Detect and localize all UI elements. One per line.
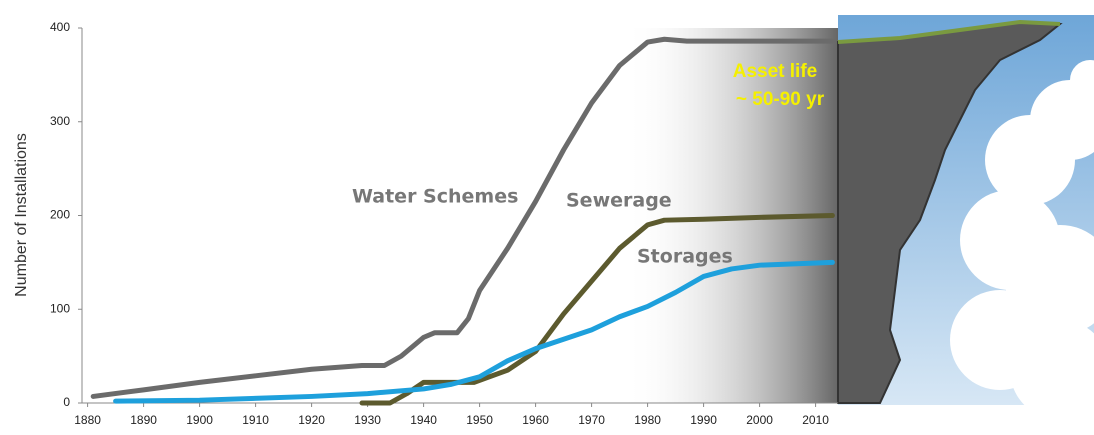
- y-tick-label: 400: [50, 20, 70, 34]
- x-tick-label: 1880: [74, 413, 101, 427]
- x-tick-label: 1920: [298, 413, 325, 427]
- annotation: Asset life: [733, 61, 817, 82]
- series-label: Water Schemes: [352, 186, 518, 208]
- x-tick-label: 1980: [634, 413, 661, 427]
- x-tick-label: 1910: [242, 413, 269, 427]
- x-tick-label: 1960: [522, 413, 549, 427]
- x-tick-label: 1900: [186, 413, 213, 427]
- x-tick-label: 1970: [578, 413, 605, 427]
- x-tick-label: 1930: [354, 413, 381, 427]
- y-tick-label: 200: [50, 208, 70, 222]
- series-label: Sewerage: [566, 190, 672, 212]
- clouds: [950, 60, 1094, 420]
- x-tick-label: 1890: [130, 413, 157, 427]
- x-tick-label: 1990: [690, 413, 717, 427]
- cliff-grass: [837, 19, 1061, 44]
- x-tick-label: 2010: [802, 413, 829, 427]
- series-line: [90, 36, 835, 399]
- y-tick-label: 300: [50, 114, 70, 128]
- y-tick-label: 100: [50, 301, 70, 315]
- x-tick-label: 2000: [746, 413, 773, 427]
- y-tick-label: 0: [63, 395, 70, 409]
- series-line: [113, 259, 835, 404]
- annotation: ~ 50-90 yr: [736, 89, 825, 110]
- x-tick-label: 1950: [466, 413, 493, 427]
- series-label: Storages: [637, 246, 733, 268]
- y-axis-label: Number of Installations: [13, 133, 30, 297]
- x-tick-label: 1940: [410, 413, 437, 427]
